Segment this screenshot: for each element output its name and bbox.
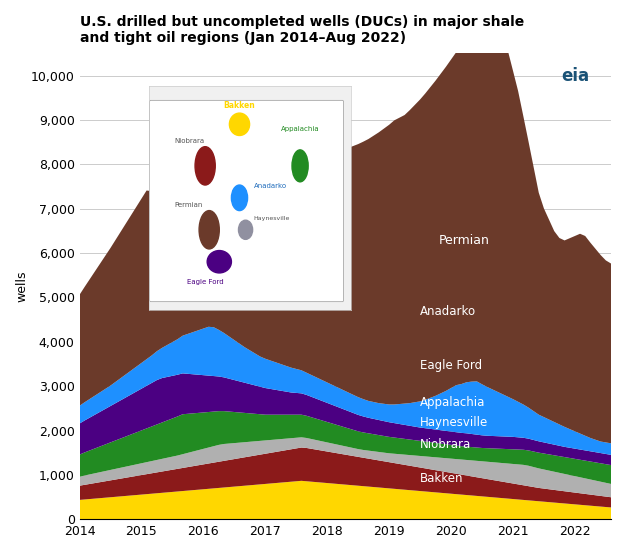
Text: Bakken: Bakken bbox=[420, 472, 464, 485]
Text: Haynesville: Haynesville bbox=[420, 416, 488, 429]
Y-axis label: wells: wells bbox=[15, 270, 28, 302]
Text: Permian: Permian bbox=[439, 234, 490, 247]
Text: Anadarko: Anadarko bbox=[420, 305, 476, 318]
Text: eia: eia bbox=[562, 67, 590, 85]
Text: Appalachia: Appalachia bbox=[420, 397, 485, 409]
Text: Niobrara: Niobrara bbox=[420, 439, 471, 451]
Text: Eagle Ford: Eagle Ford bbox=[420, 358, 482, 372]
Text: U.S. drilled but uncompleted wells (DUCs) in major shale
and tight oil regions (: U.S. drilled but uncompleted wells (DUCs… bbox=[80, 15, 524, 45]
